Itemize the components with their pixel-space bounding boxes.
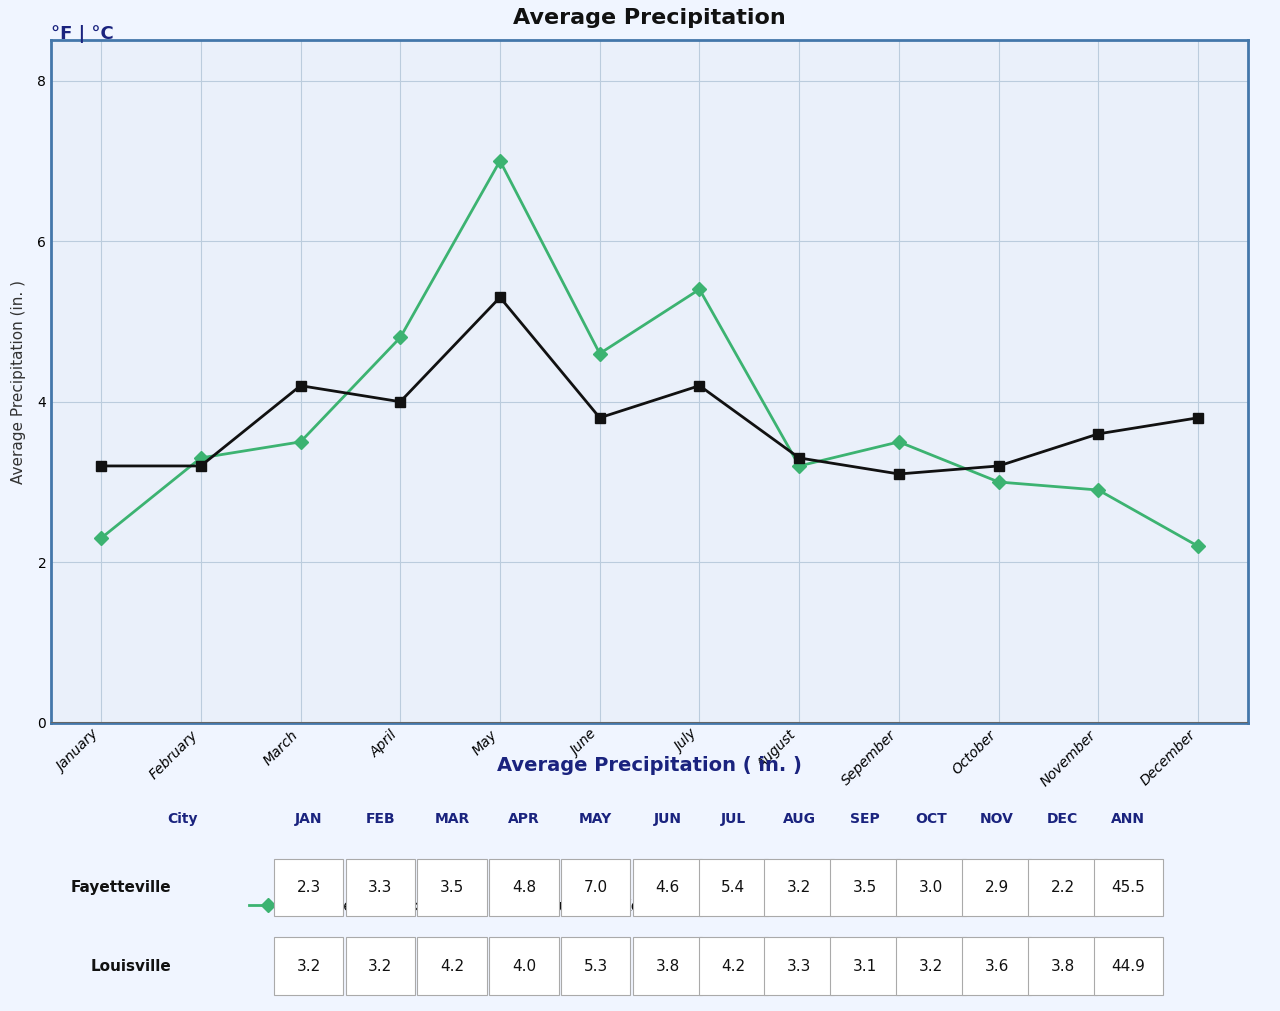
FancyBboxPatch shape: [764, 858, 833, 916]
Text: 2.3: 2.3: [297, 880, 320, 895]
Text: NOV: NOV: [979, 812, 1014, 826]
Title: Average Precipitation: Average Precipitation: [513, 8, 786, 27]
Text: 3.6: 3.6: [984, 958, 1009, 974]
FancyBboxPatch shape: [963, 858, 1032, 916]
Text: JUL: JUL: [721, 812, 746, 826]
Y-axis label: Average Precipitation (in. ): Average Precipitation (in. ): [12, 280, 27, 483]
FancyBboxPatch shape: [699, 937, 768, 995]
Fayetteville, Arkansas: [991, 476, 1006, 488]
Text: 3.5: 3.5: [440, 880, 465, 895]
Louisville, Kentucky: [593, 411, 608, 424]
Louisville, Kentucky: [393, 395, 408, 407]
Text: Fayetteville: Fayetteville: [70, 880, 172, 895]
Text: 45.5: 45.5: [1111, 880, 1146, 895]
FancyBboxPatch shape: [632, 858, 703, 916]
FancyBboxPatch shape: [896, 937, 965, 995]
Fayetteville, Arkansas: [791, 460, 806, 472]
Text: Average Precipitation ( in. ): Average Precipitation ( in. ): [497, 756, 803, 775]
Text: 3.8: 3.8: [655, 958, 680, 974]
Text: MAY: MAY: [579, 812, 612, 826]
Louisville, Kentucky: [93, 460, 109, 472]
Text: City: City: [168, 812, 198, 826]
Text: 3.0: 3.0: [919, 880, 943, 895]
FancyBboxPatch shape: [346, 937, 415, 995]
Text: 4.2: 4.2: [722, 958, 745, 974]
Fayetteville, Arkansas: [593, 348, 608, 360]
Text: 4.6: 4.6: [655, 880, 680, 895]
Louisville, Kentucky: [991, 460, 1006, 472]
FancyBboxPatch shape: [632, 937, 703, 995]
Text: 2.9: 2.9: [984, 880, 1009, 895]
Louisville, Kentucky: [293, 379, 308, 391]
Louisville, Kentucky: [193, 460, 209, 472]
FancyBboxPatch shape: [1028, 858, 1097, 916]
Text: 3.3: 3.3: [787, 958, 812, 974]
Text: ANN: ANN: [1111, 812, 1146, 826]
FancyBboxPatch shape: [561, 937, 631, 995]
Text: 3.2: 3.2: [369, 958, 393, 974]
Fayetteville, Arkansas: [691, 283, 707, 295]
Fayetteville, Arkansas: [293, 436, 308, 448]
Fayetteville, Arkansas: [493, 155, 508, 167]
Text: 3.1: 3.1: [852, 958, 877, 974]
FancyBboxPatch shape: [1028, 937, 1097, 995]
Text: 3.2: 3.2: [919, 958, 943, 974]
Fayetteville, Arkansas: [393, 332, 408, 344]
Fayetteville, Arkansas: [891, 436, 906, 448]
Louisville, Kentucky: [493, 291, 508, 303]
Louisville, Kentucky: [791, 452, 806, 464]
Text: OCT: OCT: [915, 812, 947, 826]
FancyBboxPatch shape: [346, 858, 415, 916]
Fayetteville, Arkansas: [193, 452, 209, 464]
FancyBboxPatch shape: [764, 937, 833, 995]
Text: 3.2: 3.2: [297, 958, 320, 974]
FancyBboxPatch shape: [831, 858, 900, 916]
Fayetteville, Arkansas: [93, 532, 109, 544]
Text: JAN: JAN: [294, 812, 323, 826]
FancyBboxPatch shape: [417, 937, 486, 995]
Fayetteville, Arkansas: [1091, 484, 1106, 496]
FancyBboxPatch shape: [274, 937, 343, 995]
Text: 4.2: 4.2: [440, 958, 465, 974]
Text: JUN: JUN: [654, 812, 681, 826]
Text: MAR: MAR: [434, 812, 470, 826]
Text: 44.9: 44.9: [1111, 958, 1146, 974]
Text: DEC: DEC: [1047, 812, 1078, 826]
Text: 7.0: 7.0: [584, 880, 608, 895]
FancyBboxPatch shape: [896, 858, 965, 916]
FancyBboxPatch shape: [417, 858, 486, 916]
FancyBboxPatch shape: [1093, 858, 1164, 916]
FancyBboxPatch shape: [963, 937, 1032, 995]
Louisville, Kentucky: [1091, 428, 1106, 440]
Louisville, Kentucky: [1190, 411, 1206, 424]
Line: Louisville, Kentucky: Louisville, Kentucky: [96, 292, 1203, 479]
FancyBboxPatch shape: [561, 858, 631, 916]
Legend: Fayetteville, Arkansas, Louisville, Kentucky: Fayetteville, Arkansas, Louisville, Kent…: [242, 893, 698, 920]
Text: 4.0: 4.0: [512, 958, 536, 974]
FancyBboxPatch shape: [489, 937, 558, 995]
Text: 3.2: 3.2: [787, 880, 812, 895]
Text: 3.8: 3.8: [1051, 958, 1075, 974]
Line: Fayetteville, Arkansas: Fayetteville, Arkansas: [96, 156, 1203, 551]
Text: 3.3: 3.3: [369, 880, 393, 895]
FancyBboxPatch shape: [274, 858, 343, 916]
FancyBboxPatch shape: [489, 858, 558, 916]
Text: APR: APR: [508, 812, 540, 826]
Text: 5.3: 5.3: [584, 958, 608, 974]
Text: FEB: FEB: [366, 812, 396, 826]
Fayetteville, Arkansas: [1190, 540, 1206, 552]
Text: °F | °C: °F | °C: [51, 25, 114, 43]
Text: 4.8: 4.8: [512, 880, 536, 895]
Text: 3.5: 3.5: [852, 880, 877, 895]
Text: AUG: AUG: [782, 812, 815, 826]
Text: Louisville: Louisville: [90, 958, 172, 974]
Text: 5.4: 5.4: [722, 880, 745, 895]
FancyBboxPatch shape: [1093, 937, 1164, 995]
Text: SEP: SEP: [850, 812, 879, 826]
Text: 2.2: 2.2: [1051, 880, 1074, 895]
Louisville, Kentucky: [691, 379, 707, 391]
FancyBboxPatch shape: [831, 937, 900, 995]
FancyBboxPatch shape: [699, 858, 768, 916]
Louisville, Kentucky: [891, 468, 906, 480]
